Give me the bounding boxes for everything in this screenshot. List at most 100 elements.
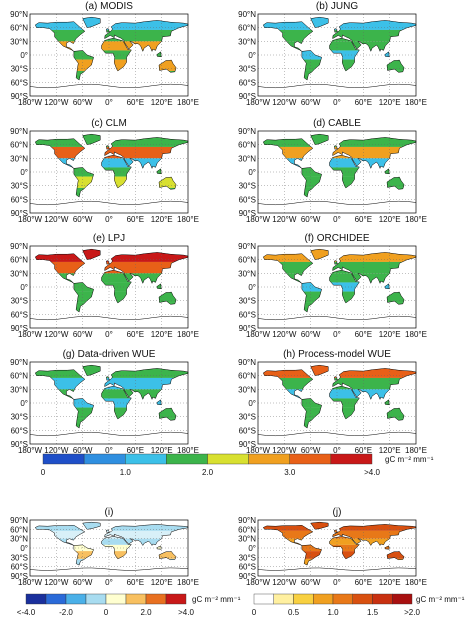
lat-label: 0° (248, 399, 256, 408)
lon-label: 0° (105, 98, 113, 107)
colorbar-unit: gC m⁻² mm⁻¹ (192, 595, 241, 604)
lon-label: 0° (333, 578, 341, 587)
land-band (263, 29, 416, 42)
colorbar-label: 2.0 (140, 608, 152, 617)
map-panel: (g) Data-driven WUE 90°N 60°N 30°N 0° 30°S 60°… (10, 349, 199, 455)
colorbar-segment (25, 593, 47, 605)
colorbar-segment (105, 593, 127, 605)
lon-label: 0° (105, 446, 113, 455)
coastline (104, 524, 189, 546)
colorbar-segment (293, 593, 314, 605)
colorbar: 0 0.5 1.0 1.5 >2.0 gC m⁻² mm⁻¹ (252, 593, 465, 617)
lon-label: 60°E (127, 215, 144, 224)
lat-label: 0° (248, 283, 256, 292)
coastline (332, 524, 417, 546)
coastline (334, 28, 338, 33)
coastline (156, 51, 162, 58)
coastline (334, 145, 338, 150)
coastline (158, 407, 177, 421)
coastline (104, 20, 189, 53)
lat-label: 60°S (11, 426, 28, 435)
lat-label: 90°S (239, 92, 256, 101)
coastline (301, 167, 322, 198)
lat-label: 60°N (238, 525, 256, 534)
lon-label: 180°E (177, 578, 199, 587)
panel-title: (i) (105, 507, 114, 518)
lon-label: 180°W (18, 330, 43, 339)
lat-label: 0° (248, 51, 256, 60)
colorbar-segment (42, 453, 85, 465)
coastline (158, 59, 177, 73)
land-band (263, 146, 416, 159)
lat-label: 60°S (11, 563, 28, 572)
coastline (334, 529, 338, 533)
lon-label: 120°E (151, 446, 173, 455)
land-band (263, 41, 416, 51)
lat-label: 90°N (10, 358, 28, 367)
colorbar-label: 1.0 (327, 608, 339, 617)
map-frame (257, 130, 417, 214)
lon-label: 0° (333, 215, 341, 224)
land-band (35, 29, 188, 42)
coastline (101, 154, 132, 189)
colorbar-segment (313, 593, 334, 605)
colorbar-segment (166, 453, 208, 465)
land-band (263, 261, 416, 274)
lat-label: 0° (20, 399, 28, 408)
lon-label: 120°E (151, 215, 173, 224)
coastline (158, 176, 177, 190)
coastline (334, 376, 338, 381)
lon-label: 180°E (177, 215, 199, 224)
lon-label: 180°W (246, 578, 271, 587)
lon-label: 60°W (73, 215, 93, 224)
coastline (386, 176, 405, 190)
land-band (263, 273, 416, 283)
lon-label: 120°E (379, 578, 401, 587)
lat-label: 30°S (11, 413, 28, 422)
lat-label: 90°N (10, 10, 28, 19)
lat-label: 60°S (239, 310, 256, 319)
coastline (386, 59, 405, 73)
coastline (301, 282, 322, 313)
coastline (73, 50, 94, 81)
lon-label: 0° (333, 330, 341, 339)
lon-label: 60°W (301, 446, 321, 455)
coastline (384, 545, 390, 550)
colorbar-label: >4.0 (178, 608, 194, 617)
lon-label: 120°E (379, 446, 401, 455)
lat-label: 60°S (11, 78, 28, 87)
lon-label: 180°E (405, 330, 427, 339)
lat-label: 90°N (238, 516, 256, 525)
lon-label: 120°E (151, 98, 173, 107)
coastline (73, 282, 94, 313)
coastline (34, 369, 86, 400)
panel-title: (a) MODIS (85, 1, 133, 12)
map-frame (29, 13, 189, 97)
coastline (101, 37, 132, 72)
lon-label: 60°E (127, 98, 144, 107)
lon-label: 60°W (301, 215, 321, 224)
colorbar-segment (65, 593, 87, 605)
map-panel: (f) ORCHIDEE90°N60°N30°N0°30°S60°S90°S18… (238, 233, 427, 339)
coastline (156, 545, 162, 550)
coastline (158, 551, 177, 561)
lon-label: 60°E (355, 578, 372, 587)
land-band (35, 146, 188, 159)
lon-label: 60°W (301, 330, 321, 339)
map-panel: (a) MODIS 90°N 60°N 30°N 0° 30°S 60°S 90°S180°W… (10, 1, 199, 107)
lat-label: 60°S (239, 78, 256, 87)
coastline (34, 138, 86, 169)
lon-label: 120°E (151, 330, 173, 339)
map-frame (257, 245, 417, 329)
coastline (384, 283, 390, 290)
lat-label: 30°S (11, 182, 28, 191)
panel-title: (d) CABLE (313, 118, 361, 129)
coastline (106, 28, 110, 33)
lat-label: 90°S (239, 209, 256, 218)
coastline (82, 364, 101, 376)
lat-label: 60°S (11, 310, 28, 319)
lon-label: 0° (105, 215, 113, 224)
